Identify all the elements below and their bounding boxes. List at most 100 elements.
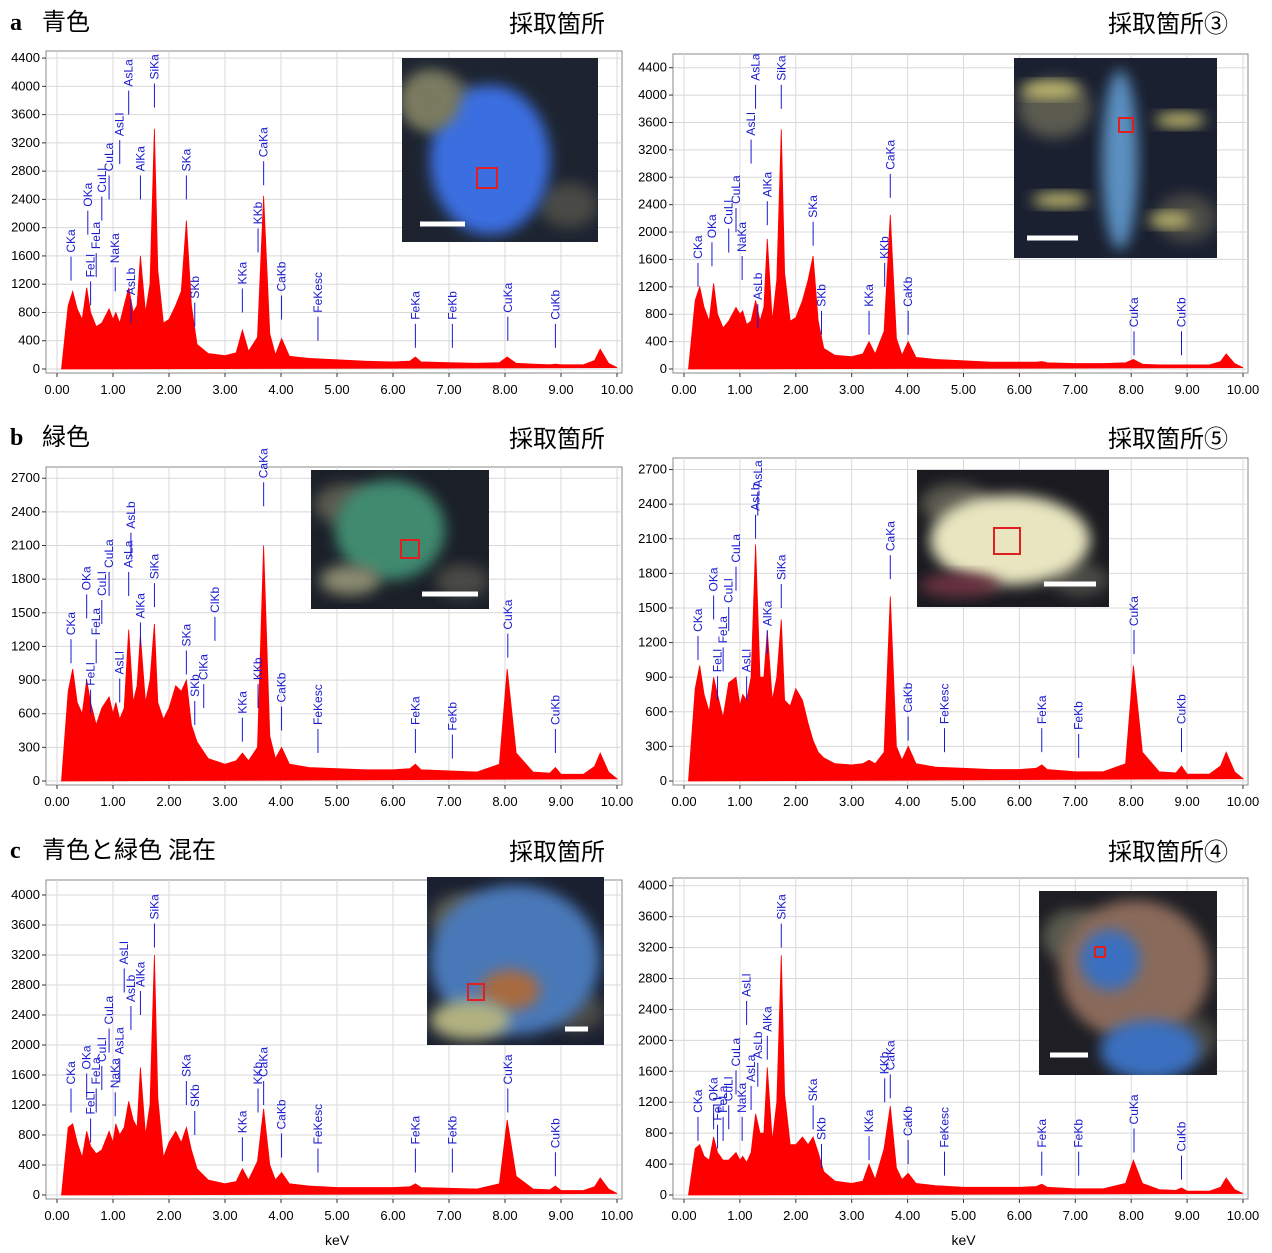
peak-label: FeKa xyxy=(408,291,422,320)
peak-label: AsLl xyxy=(117,941,131,964)
chart: 採取箇所④ 0 400 800 1200 1600 2000 2400 2800 3200 3600… xyxy=(638,839,1259,1248)
y-tick-label: 2100 xyxy=(11,538,40,553)
x-tick-label: 0.00 xyxy=(44,1208,69,1223)
y-tick-label: 0 xyxy=(660,1187,667,1202)
inset-blob xyxy=(430,1000,510,1040)
x-tick-label: 7.00 xyxy=(436,794,461,809)
peak-label: SKb xyxy=(815,1117,829,1140)
x-tick-label: 9.00 xyxy=(548,1208,573,1223)
y-tick-label: 3600 xyxy=(638,114,667,129)
y-tick-label: 3200 xyxy=(11,947,40,962)
x-tick-label: 10.00 xyxy=(1227,382,1260,397)
x-tick-label: 4.00 xyxy=(895,382,920,397)
x-tick-label: 9.00 xyxy=(548,794,573,809)
x-tick-label: 0.00 xyxy=(671,382,696,397)
y-tick-label: 0 xyxy=(33,773,40,788)
peak-label: KKa xyxy=(235,1110,249,1133)
spectrum-area xyxy=(61,545,619,782)
peak-label: FeLl xyxy=(711,1097,725,1120)
peak-label: KKa xyxy=(235,261,249,284)
peak-label: CuKa xyxy=(501,282,515,312)
y-tick-label: 800 xyxy=(645,1125,667,1140)
peak-label: CuLl xyxy=(722,578,736,603)
peak-label: SKb xyxy=(188,1084,202,1107)
peak-label: CuKa xyxy=(501,1054,515,1084)
peak-label: CuKa xyxy=(501,599,515,629)
peak-label: CuLa xyxy=(729,175,743,204)
inset-blob xyxy=(320,565,380,595)
inset-photo xyxy=(1014,58,1217,258)
peak-label: FeLa xyxy=(716,616,730,644)
inset-blob xyxy=(430,885,600,1035)
x-tick-label: 0.00 xyxy=(671,794,696,809)
panel-letter: c xyxy=(10,838,21,864)
peak-label: CaKb xyxy=(901,682,915,712)
peak-label: FeKb xyxy=(445,1115,459,1144)
peak-label: CaKa xyxy=(883,139,897,169)
y-tick-label: 2800 xyxy=(638,971,667,986)
peak-label: AsLa xyxy=(749,53,763,81)
y-tick-label: 3200 xyxy=(638,142,667,157)
peak-label: AsLl xyxy=(113,113,127,136)
y-tick-label: 2000 xyxy=(11,1037,40,1052)
x-tick-label: 4.00 xyxy=(895,794,920,809)
sample-marker xyxy=(1094,946,1106,958)
x-tick-label: 3.00 xyxy=(839,382,864,397)
x-tick-label: 6.00 xyxy=(380,382,405,397)
y-tick-label: 2400 xyxy=(638,197,667,212)
y-tick-label: 300 xyxy=(18,739,40,754)
peak-label: NaKa xyxy=(108,1058,122,1088)
y-tick-label: 4400 xyxy=(638,60,667,75)
x-tick-label: 3.00 xyxy=(212,794,237,809)
x-tick-label: 10.00 xyxy=(601,1208,634,1223)
sample-site: 採取箇所 xyxy=(509,839,605,866)
x-tick-label: 7.00 xyxy=(436,382,461,397)
y-tick-label: 1500 xyxy=(11,605,40,620)
chart: 採取箇所⑤ 0 300 600 900 1200 1500 1800 2100 2400 2700 0… xyxy=(638,426,1259,809)
peak-label: CuKb xyxy=(548,695,562,725)
x-tick-label: 0.00 xyxy=(671,1208,696,1223)
peak-label: AsLl xyxy=(740,649,754,672)
peak-label: FeLl xyxy=(84,1091,98,1114)
y-tick-label: 3200 xyxy=(638,940,667,955)
sample-site: 採取箇所④ xyxy=(1108,839,1228,866)
x-tick-label: 3.00 xyxy=(212,382,237,397)
peak-label: FeLa xyxy=(89,608,103,636)
peak-label: AsLb xyxy=(124,974,138,1002)
peak-label: FeLl xyxy=(711,649,725,672)
x-tick-label: 9.00 xyxy=(1174,794,1199,809)
peak-label: FeKesc xyxy=(311,272,325,313)
peak-label: FeLa xyxy=(89,221,103,249)
peak-label: AsLl xyxy=(740,974,754,997)
y-tick-label: 2800 xyxy=(11,977,40,992)
y-tick-label: 2000 xyxy=(11,220,40,235)
panel-title: 青色 xyxy=(42,9,90,36)
peak-label: AsLb xyxy=(124,267,138,295)
peak-label: CuLa xyxy=(102,539,116,568)
y-tick-label: 2700 xyxy=(11,470,40,485)
peak-label: CaKa xyxy=(883,1040,897,1070)
x-tick-label: 8.00 xyxy=(492,382,517,397)
peak-label: FeKb xyxy=(445,291,459,320)
peak-label: CKa xyxy=(691,608,705,632)
inset-blob xyxy=(402,70,460,130)
peak-label: CuLa xyxy=(729,534,743,563)
x-tick-label: 6.00 xyxy=(380,1208,405,1223)
peak-label: CuKa xyxy=(1127,596,1141,626)
peak-label: OKa xyxy=(80,566,94,590)
peak-label: CKa xyxy=(64,1061,78,1085)
peak-label: KKa xyxy=(235,691,249,714)
inset-photo xyxy=(917,470,1109,607)
y-tick-label: 800 xyxy=(18,1127,40,1142)
peak-label: FeLl xyxy=(84,254,98,277)
x-tick-label: 8.00 xyxy=(492,794,517,809)
x-tick-label: 2.00 xyxy=(156,794,181,809)
inset-blob xyxy=(1148,213,1192,227)
y-tick-label: 2400 xyxy=(638,1001,667,1016)
inset-photo xyxy=(402,58,598,242)
sample-marker xyxy=(993,527,1021,555)
x-tick-label: 1.00 xyxy=(100,382,125,397)
peak-label: KKb xyxy=(878,1051,892,1074)
peak-label: CKa xyxy=(691,235,705,259)
x-tick-label: 10.00 xyxy=(601,794,634,809)
